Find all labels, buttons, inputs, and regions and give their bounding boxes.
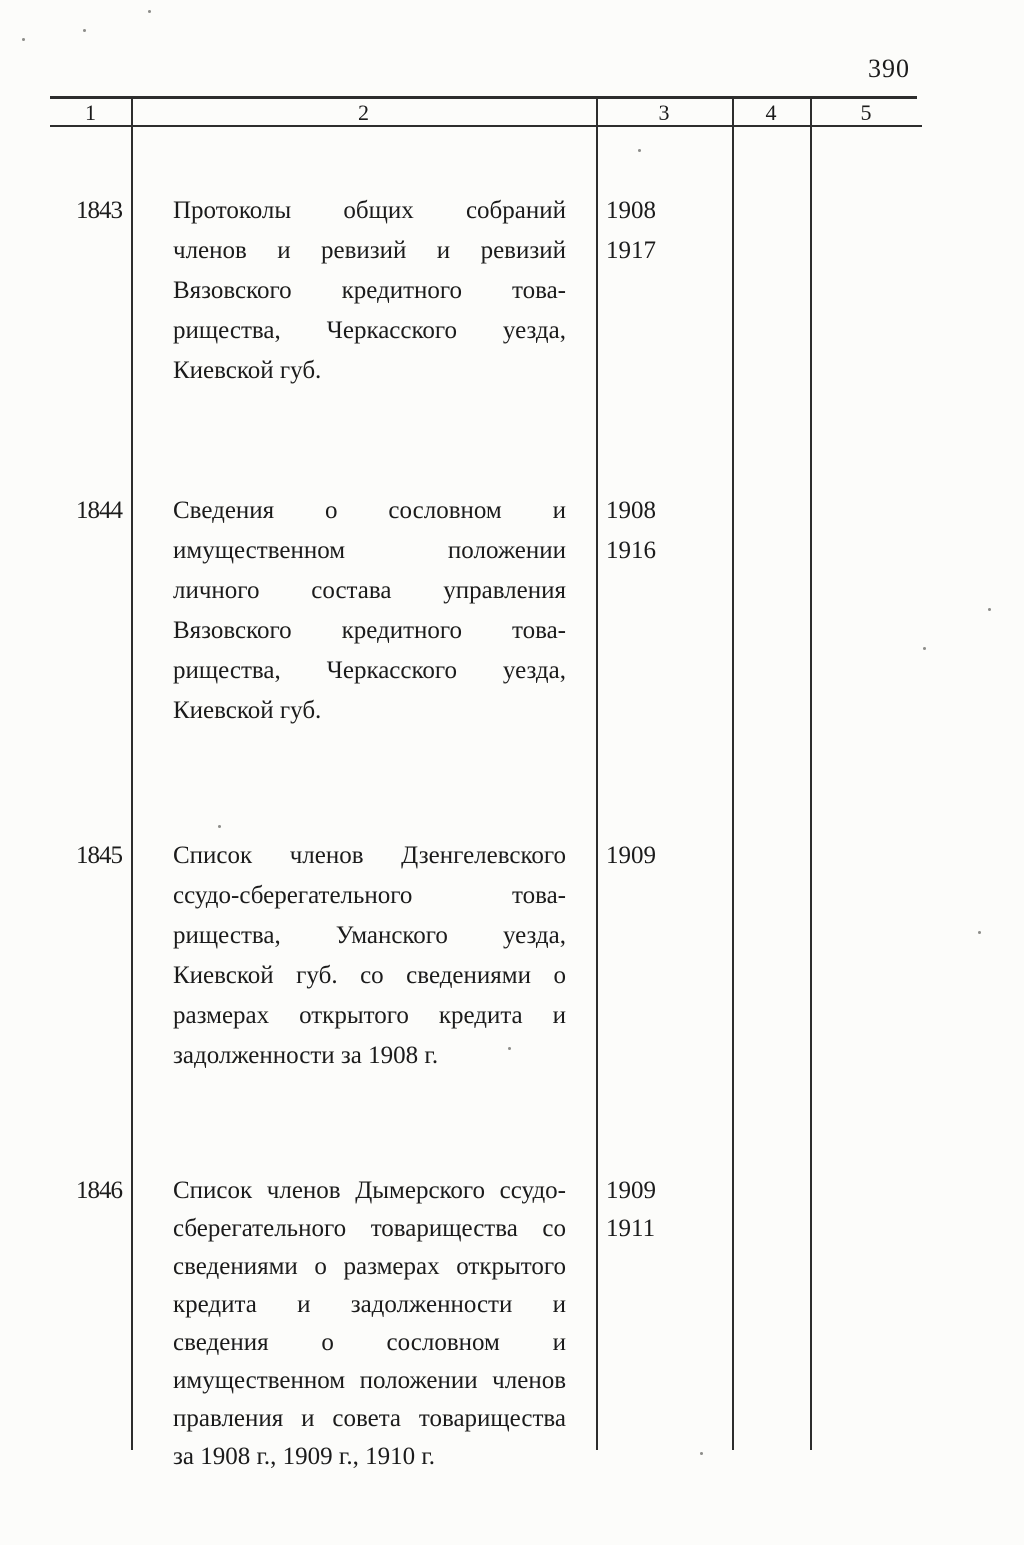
column-header-1: 1 (85, 100, 96, 125)
column-header-3: 3 (658, 100, 670, 125)
description-line: за 1908 г., 1909 г., 1910 г. (173, 1443, 436, 1470)
table-header-rule (50, 125, 922, 127)
row-dates: 1909 1911 (596, 1172, 732, 1476)
table-row: 1844 Сведения о сословном и имущественном… (50, 491, 922, 731)
table-row: 1843 Протоколы общих собраний членов и ре… (50, 191, 922, 391)
row-description: Сведения о сословном и имущественном поло… (131, 491, 596, 731)
description-line: Вязовского кредитного това- (173, 277, 566, 304)
description-line: Список членов Дзенгелевского (173, 842, 566, 869)
description-line: правления и совета товарищества (173, 1405, 566, 1432)
row-dates: 1908 1916 (596, 491, 732, 731)
row-col5-empty (810, 491, 922, 731)
date-value: 1916 (606, 537, 656, 564)
description-line: Киевской губ. (173, 697, 322, 724)
scan-speck (988, 608, 991, 611)
description-line: Вязовского кредитного това- (173, 617, 566, 644)
page-number: 390 (868, 54, 910, 83)
description-line: Киевской губ. со сведениями о (173, 962, 566, 989)
column-header-4: 4 (765, 100, 777, 125)
date-value: 1908 (606, 497, 656, 524)
scan-speck (148, 10, 151, 13)
scan-speck (218, 825, 221, 828)
column-divider-1-2 (131, 98, 133, 1450)
row-col5-empty (810, 191, 922, 391)
column-divider-2-3 (596, 98, 598, 1450)
description-line: Сведения о сословном и (173, 497, 566, 524)
description-line: сведения о сословном и (173, 1329, 566, 1356)
description-line: сведениями о размерах открытого (173, 1253, 566, 1280)
description-line: рищества, Черкасского уезда, (173, 317, 566, 344)
column-header-2: 2 (358, 100, 369, 125)
column-divider-3-4 (732, 98, 734, 1450)
description-line: имущественном положении (173, 537, 566, 564)
row-col5-empty (810, 1172, 922, 1476)
description-line: рищества, Уманского уезда, (173, 922, 566, 949)
description-line: членов и ревизий и ревизий (173, 237, 566, 264)
row-description: Список членов Дзенгелевского ссудо-сберег… (131, 836, 596, 1076)
date-value: 1909 (606, 842, 656, 869)
table-top-rule (50, 96, 917, 99)
row-number: 1844 (76, 497, 123, 524)
description-line: Протоколы общих собраний (173, 197, 566, 224)
table-row: 1845 Список членов Дзенгелевского ссудо-с… (50, 836, 922, 1076)
date-value: 1908 (606, 197, 656, 224)
date-value: 1911 (606, 1215, 656, 1242)
table-row: 1846 Список членов Дымерского ссудо-сбер… (50, 1172, 922, 1476)
table-body: 1843 Протоколы общих собраний членов и ре… (50, 127, 922, 1476)
description-line: рищества, Черкасского уезда, (173, 657, 566, 684)
column-header-5: 5 (860, 100, 872, 125)
scan-speck (978, 931, 981, 934)
date-value: 1917 (606, 237, 656, 264)
row-number: 1843 (76, 197, 123, 224)
row-number: 1845 (76, 842, 123, 869)
description-line: сберегательного товарищества со (173, 1215, 566, 1242)
row-description: Протоколы общих собраний членов и ревизий… (131, 191, 596, 391)
row-col4-empty (732, 191, 810, 391)
column-divider-4-5 (810, 98, 812, 1450)
row-col5-empty (810, 836, 922, 1076)
scan-speck (638, 149, 641, 152)
scan-speck (700, 1452, 703, 1455)
row-number: 1846 (76, 1177, 123, 1204)
description-line: личного состава управления (173, 577, 566, 604)
row-description: Список членов Дымерского ссудо-сберегате… (131, 1172, 596, 1476)
scan-speck (508, 1047, 511, 1050)
description-line: размерах открытого кредита и (173, 1002, 566, 1029)
description-line: Киевской губ. (173, 357, 322, 384)
scan-speck (83, 29, 86, 32)
row-col4-empty (732, 836, 810, 1076)
date-value: 1909 (606, 1177, 656, 1204)
row-dates: 1908 1917 (596, 191, 732, 391)
description-line: задолженности за 1908 г. (173, 1042, 439, 1069)
row-col4-empty (732, 1172, 810, 1476)
description-line: ссудо-сберегательного това- (173, 882, 566, 909)
row-dates: 1909 (596, 836, 732, 1076)
scan-speck (923, 647, 926, 650)
description-line: кредита и задолженности и (173, 1291, 566, 1318)
description-line: имущественном положении членов (173, 1367, 566, 1394)
description-line: Список членов Дымерского ссудо- (173, 1177, 566, 1204)
scan-speck (22, 38, 25, 41)
row-col4-empty (732, 491, 810, 731)
